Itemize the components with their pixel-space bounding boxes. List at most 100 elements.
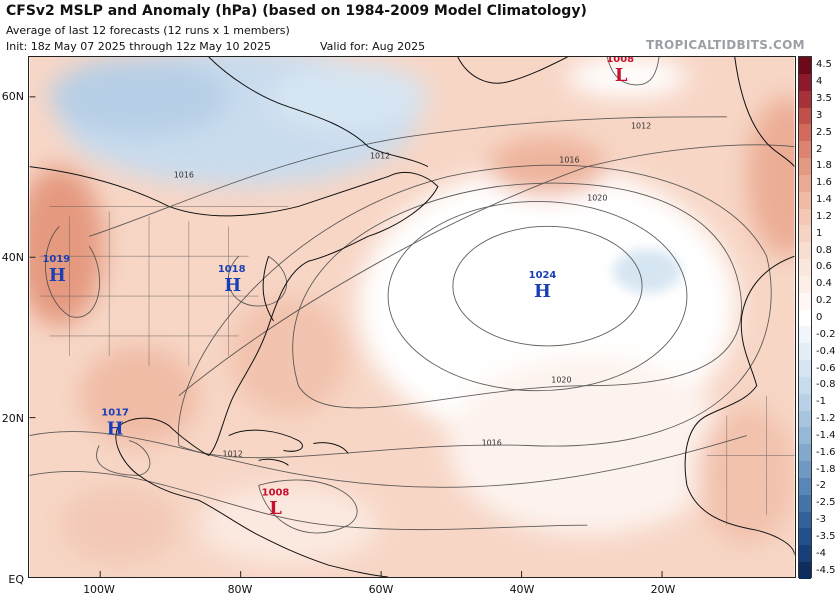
colorbar-swatch	[799, 292, 811, 311]
negative-anomaly-patch	[613, 249, 681, 294]
lon-label-60w: 60W	[368, 583, 394, 596]
colorbar-tick-label: 1.4	[816, 194, 832, 206]
colorbar-tick-label: 0	[816, 312, 823, 323]
low-pressure-symbol: L	[615, 65, 628, 86]
colorbar-tick-label: 4	[816, 76, 823, 88]
contour-label: 1020	[587, 193, 607, 202]
colorbar-swatch	[799, 107, 811, 125]
colorbar-tick-label: -0.4	[816, 345, 836, 357]
pressure-center-h-1019: 1019 H	[43, 254, 71, 286]
colorbar-swatch	[799, 259, 811, 277]
colorbar-tick-label: 2	[816, 143, 823, 155]
colorbar-tick-label: -1.4	[816, 429, 836, 441]
lat-label-20n: 20N	[1, 412, 24, 425]
colorbar-tick-label: -0.8	[816, 379, 836, 391]
contour-label: 1012	[370, 152, 390, 161]
isobars	[29, 57, 795, 534]
colorbar-swatch	[799, 562, 811, 580]
colorbar-swatch	[799, 57, 811, 75]
colorbar-tick-label: 0.8	[816, 244, 832, 256]
colorbar-tick-label: -1	[816, 396, 826, 408]
contour-label: 1016	[559, 156, 579, 165]
colorbar-tick-label: 0.4	[816, 278, 832, 290]
high-pressure-symbol: H	[534, 281, 551, 302]
colorbar-swatch	[799, 242, 811, 260]
high-pressure-symbol: H	[49, 265, 66, 286]
colorbar-tick-label: 1	[816, 227, 823, 239]
grid-ticks	[29, 96, 663, 577]
colorbar-tick-label: -1.8	[816, 463, 836, 475]
colorbar-swatch	[799, 275, 811, 294]
country-borders	[39, 206, 795, 526]
pressure-value: 1008	[262, 487, 290, 498]
pressure-value: 1018	[218, 264, 246, 275]
colorbar-swatch	[799, 326, 811, 344]
colorbar-tick-label: 1.2	[816, 210, 832, 222]
lon-label-20w: 20W	[650, 583, 676, 596]
colorbar-swatch	[799, 477, 811, 496]
map-subtitle: Average of last 12 forecasts (12 runs x …	[6, 24, 290, 37]
colorbar-tick-label: -2.5	[816, 497, 836, 509]
colorbar-swatch	[799, 141, 811, 159]
colorbar-tick-label: -4	[816, 547, 826, 559]
colorbar-swatch	[799, 511, 811, 529]
anomaly-colorbar	[798, 56, 812, 580]
colorbar-tick-label: 3	[816, 109, 823, 121]
map-title: CFSv2 MSLP and Anomaly (hPa) (based on 1…	[6, 3, 587, 19]
colorbar-tick-label: 1.8	[816, 160, 832, 172]
high-pressure-symbol: H	[107, 419, 124, 440]
source-credit: TROPICALTIDBITS.COM	[646, 38, 805, 52]
colorbar-tick-label: -1.2	[816, 413, 836, 425]
low-pressure-symbol: L	[269, 498, 282, 519]
colorbar-tick-label: -2	[816, 480, 826, 492]
contour-label: 1016	[174, 171, 194, 180]
colorbar-swatch	[799, 410, 811, 428]
lon-label-40w: 40W	[509, 583, 535, 596]
colorbar-swatch	[799, 461, 811, 479]
valid-time-label: Valid for: Aug 2025	[320, 40, 426, 53]
colorbar-swatch	[799, 158, 811, 176]
colorbar-swatch	[799, 90, 811, 108]
colorbar-swatch	[799, 191, 811, 210]
coastlines	[29, 57, 795, 577]
colorbar-swatch	[799, 174, 811, 193]
mslp-anomaly-map: 1012 1012 1016 1016 1020 1020 1016 1012 …	[28, 56, 796, 578]
pressure-center-l-1008-south: 1008 L	[262, 487, 290, 519]
contour-label: 1016	[482, 439, 502, 448]
colorbar-swatch	[799, 360, 811, 378]
pressure-center-h-1017: 1017 H	[101, 408, 129, 440]
pressure-value: 1024	[529, 270, 557, 281]
colorbar-swatch	[799, 393, 811, 412]
colorbar-swatch	[799, 494, 811, 513]
high-pressure-symbol: H	[224, 275, 241, 296]
pressure-value: 1019	[43, 254, 71, 265]
colorbar-tick-label: 0.2	[816, 295, 832, 307]
lat-label-40n: 40N	[1, 251, 24, 264]
contour-label: 1020	[551, 376, 571, 385]
colorbar-tick-label: -4.5	[816, 564, 836, 576]
colorbar-tick-label: 1.6	[816, 177, 832, 189]
colorbar-swatch	[799, 225, 811, 243]
pressure-value: 1008	[606, 56, 634, 65]
colorbar-tick-label: -3.5	[816, 530, 836, 542]
colorbar-tick-label: -0.6	[816, 362, 836, 374]
lon-label-80w: 80W	[227, 583, 253, 596]
colorbar-swatch	[799, 427, 811, 445]
colorbar-tick-label: 4.5	[816, 59, 832, 71]
lat-label-eq: EQ	[8, 573, 24, 586]
contour-label: 1012	[223, 449, 243, 458]
contour-label: 1012	[631, 122, 651, 131]
colorbar-swatch	[799, 444, 811, 462]
lat-label-60n: 60N	[1, 90, 24, 103]
pressure-center-h-1018: 1018 H	[218, 264, 246, 296]
colorbar-tick-label: -0.2	[816, 328, 836, 340]
colorbar-tick-label: -3	[816, 514, 826, 526]
pressure-center-l-1008-north: 1008 L	[606, 56, 634, 86]
colorbar-swatch	[799, 309, 811, 327]
contour-value-labels: 1012 1012 1016 1016 1020 1020 1016 1012	[174, 122, 651, 459]
pressure-center-h-1024: 1024 H	[529, 270, 557, 302]
pressure-value: 1017	[101, 408, 129, 419]
lon-label-100w: 100W	[83, 583, 115, 596]
colorbar-swatch	[799, 545, 811, 563]
colorbar-swatch	[799, 343, 811, 361]
